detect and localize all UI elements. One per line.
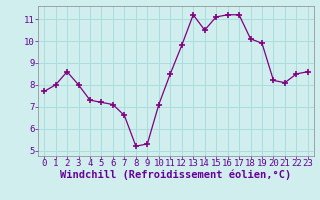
- X-axis label: Windchill (Refroidissement éolien,°C): Windchill (Refroidissement éolien,°C): [60, 169, 292, 180]
